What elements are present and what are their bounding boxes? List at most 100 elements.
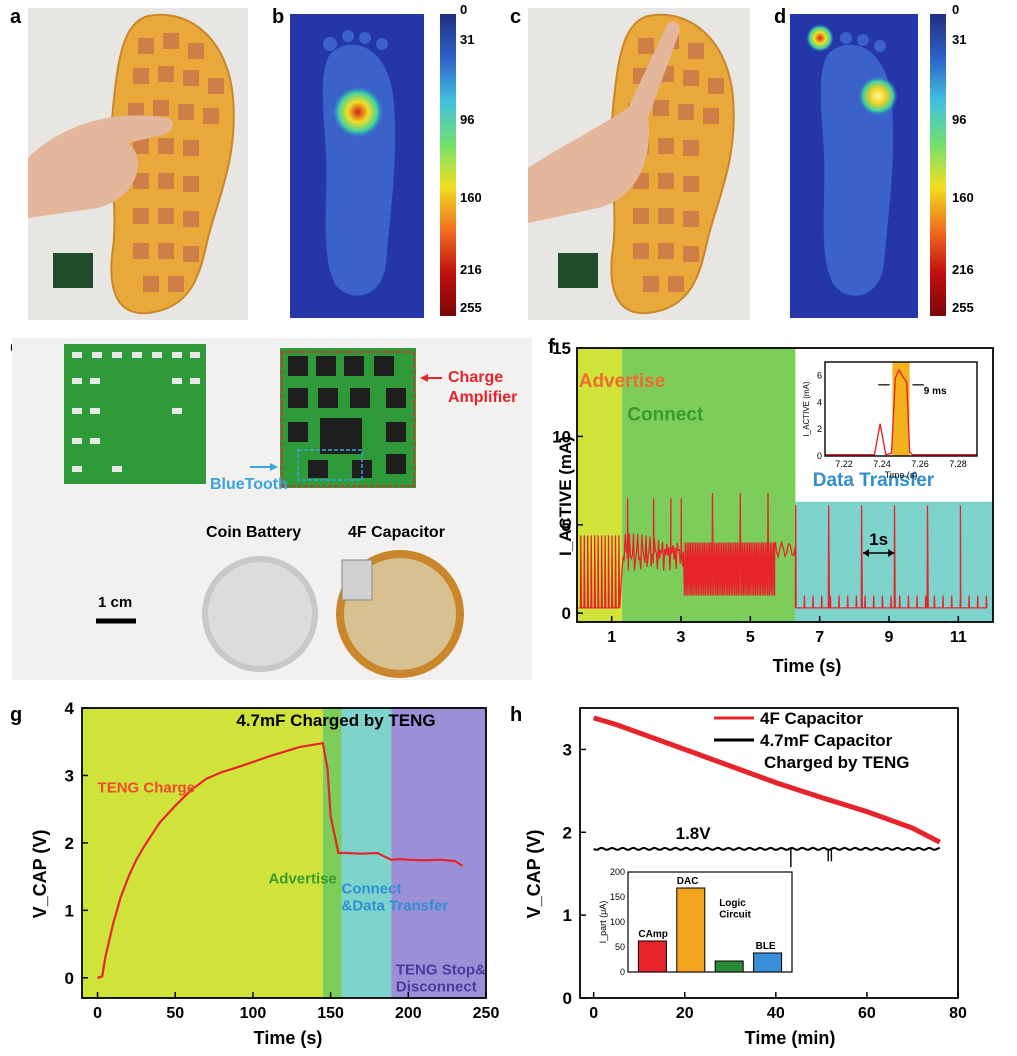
f-axes-frame [576, 347, 994, 623]
f-inset-xlabel: Time (s) [885, 470, 918, 480]
h-ytick-label: 3 [563, 740, 572, 759]
f-xtick-label: 11 [950, 629, 967, 646]
h-inset-ytick-label: 0 [620, 967, 625, 977]
f-ytick-label: 10 [552, 427, 571, 446]
f-inset-xtick-label: 7.24 [873, 459, 891, 469]
f-ytick-label: 0 [562, 604, 571, 623]
f-inset-frame [824, 361, 978, 457]
colorbar-tick: 216 [952, 262, 974, 277]
f-signal-line [578, 492, 988, 609]
h-xtick-label: 20 [676, 1005, 694, 1022]
f-inset-line [825, 368, 977, 456]
colorbar-tick: 255 [460, 300, 482, 315]
h-inset-ytick-label: 150 [610, 892, 625, 902]
panel-letter-d: d [774, 6, 787, 28]
h-inset-bar [714, 960, 744, 973]
pressure-map-b [290, 14, 424, 318]
g-ylabel: V_CAP (V) [30, 830, 50, 919]
g-region-3 [391, 708, 486, 998]
g-axes-frame [81, 707, 487, 999]
g-region-label-charge: TENG Charge [98, 779, 196, 796]
h-legend-label-4p7mf: 4.7mF Capacitor [760, 731, 893, 750]
h-legend-label-teng: Charged by TENG [764, 753, 909, 772]
f-inset-ytick-label: 4 [817, 397, 822, 407]
h-inset-cat-camp: CAmp [638, 929, 667, 940]
pressure-map-d [790, 14, 918, 318]
g-ytick-label: 4 [65, 699, 75, 718]
f-ylabel: I_ACTIVE (mA) [556, 436, 575, 556]
f-xtick-label: 7 [815, 629, 824, 646]
f-inset-ylabel: I_ACTIVE (mA) [802, 381, 811, 436]
panel-letter-a: a [10, 6, 22, 28]
h-inset-bar [676, 887, 706, 973]
h-inset-ytick-label: 50 [615, 942, 625, 952]
h-xtick-label: 0 [589, 1005, 598, 1022]
colorbar-tick: 96 [460, 112, 475, 127]
capacitor-label: 4F Capacitor [348, 524, 445, 541]
f-1s-arrowhead-left [863, 549, 869, 558]
h-inset-ytick-label: 200 [610, 867, 625, 877]
colorbar-tick: 31 [460, 32, 475, 47]
f-xtick-label: 3 [677, 629, 686, 646]
h-inset-ytick-label: 100 [610, 917, 625, 927]
h-ytick-label: 2 [563, 823, 572, 842]
h-4p7mf-line [593, 846, 941, 851]
g-ytick-label: 1 [65, 901, 74, 920]
h-xtick-label: 80 [949, 1005, 967, 1022]
insole-photo-c [528, 8, 750, 320]
f-xlabel: Time (s) [773, 656, 842, 676]
h-xtick-label: 40 [767, 1005, 785, 1022]
chart-f: 1 3 5 7 9 11 0 5 10 15 Advertise Connect Data Transf… [552, 339, 994, 676]
f-inset-xtick-label: 7.22 [835, 459, 853, 469]
h-inset-cat-dac: DAC [677, 876, 699, 887]
f-inset-xtick-label: 7.26 [911, 459, 929, 469]
f-inset-9ms-label: 9 ms [924, 386, 947, 397]
bluetooth-label: BlueTooth [210, 476, 288, 493]
g-xtick-label: 50 [166, 1005, 184, 1022]
g-ytick-label: 0 [65, 969, 74, 988]
colorbar-tick: 96 [952, 112, 967, 127]
colorbar-tick: 216 [460, 262, 482, 277]
coin-battery-label: Coin Battery [206, 524, 302, 541]
f-inset-ytick-label: 0 [817, 451, 822, 461]
chart-h: 0 20 40 60 80 0 1 2 3 4F Capacitor 4.7mF Capacitor… [524, 707, 967, 1048]
h-inset-bar [637, 940, 667, 973]
panel-letter-f: f [548, 336, 555, 358]
g-xlabel: Time (s) [254, 1028, 323, 1048]
g-xtick-label: 200 [395, 1005, 422, 1022]
f-inset-ytick-label: 6 [817, 370, 822, 380]
g-xtick-label: 150 [317, 1005, 344, 1022]
g-region-label-advertise: Advertise [268, 870, 336, 887]
f-xtick-label: 5 [746, 629, 755, 646]
colorbar-tick: 0 [952, 2, 960, 17]
colorbar-tick: 255 [952, 300, 974, 315]
panel-letter-h: h [510, 704, 523, 726]
g-ytick-label: 2 [65, 834, 74, 853]
f-1s-arrowhead-right [888, 549, 895, 558]
f-xtick-label: 9 [885, 629, 894, 646]
f-inset-highlight [892, 362, 910, 456]
colorbar-b [440, 14, 456, 316]
h-axes-frame [579, 707, 959, 999]
h-inset-cat-ble: BLE [756, 941, 776, 952]
h-inset-cat-logic: Logic Circuit [719, 898, 751, 921]
h-inset-ylabel: I_part (μA) [598, 901, 608, 944]
f-inset-xtick-label: 7.28 [949, 459, 967, 469]
panel-letter-g: g [10, 704, 23, 726]
h-xlabel: Time (min) [745, 1028, 836, 1048]
h-ytick-label: 0 [563, 989, 572, 1008]
colorbar-tick: 31 [952, 32, 967, 47]
scale-label: 1 cm [98, 594, 133, 611]
colorbar-tick: 160 [460, 190, 482, 205]
panel-letter-c: c [510, 6, 522, 28]
chart-g: 0 50 100 150 200 250 0 1 2 3 4 TENG Charge Advertise… [30, 699, 500, 1048]
circuit-photo-e [12, 338, 532, 680]
h-xtick-label: 60 [858, 1005, 876, 1022]
h-ylabel: V_CAP (V) [524, 830, 544, 919]
h-legend-label-4f: 4F Capacitor [760, 709, 863, 728]
f-xtick-label: 1 [607, 629, 616, 646]
f-region-label-data-transfer: Data Transfer [813, 470, 935, 491]
panel-letter-b: b [272, 6, 285, 28]
g-xtick-label: 100 [240, 1005, 267, 1022]
g-xtick-label: 250 [473, 1005, 500, 1022]
